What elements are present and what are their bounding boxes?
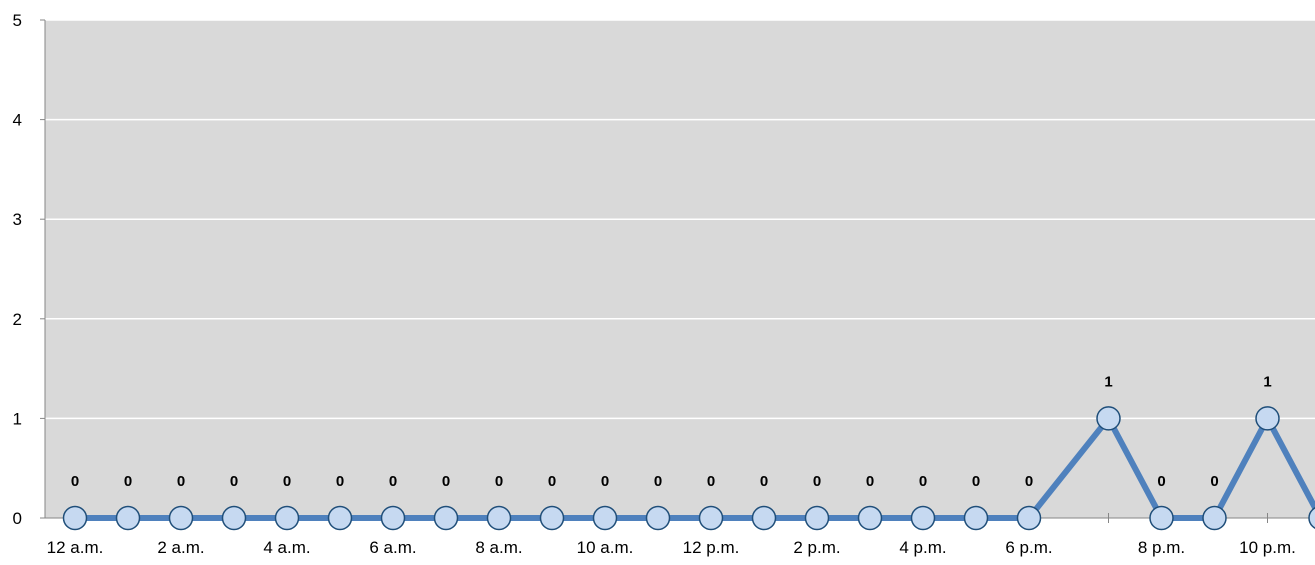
data-point-marker <box>963 505 989 531</box>
data-point-marker <box>1096 406 1121 431</box>
data-label: 0 <box>336 473 344 490</box>
data-label: 0 <box>283 473 291 490</box>
data-label: 0 <box>177 473 185 490</box>
data-point-marker <box>486 505 512 531</box>
data-point-marker <box>433 505 459 531</box>
x-tick-label: 8 a.m. <box>475 538 522 557</box>
y-tick-label: 3 <box>13 210 22 229</box>
data-point-marker <box>380 505 406 531</box>
data-label: 0 <box>813 473 821 490</box>
x-tick-label: 2 p.m. <box>793 538 840 557</box>
x-tick-label: 10 p.m. <box>1239 538 1296 557</box>
data-point-marker <box>751 505 777 531</box>
x-tick-label: 12 p.m. <box>683 538 740 557</box>
data-point-marker <box>1149 505 1174 531</box>
data-label: 0 <box>1157 473 1165 490</box>
y-tick-label: 1 <box>13 409 22 428</box>
data-point-marker <box>274 505 300 531</box>
y-tick-label: 4 <box>13 111 22 130</box>
data-label: 0 <box>654 473 662 490</box>
data-label: 0 <box>707 473 715 490</box>
y-tick-label: 5 <box>13 11 22 30</box>
data-label: 1 <box>1104 373 1112 390</box>
x-tick-label: 2 a.m. <box>157 538 204 557</box>
data-label: 0 <box>548 473 556 490</box>
data-label-layer: 000000000000000000010010 <box>71 373 1272 490</box>
data-point-marker <box>1016 505 1042 531</box>
series-line-segment <box>1105 415 1165 521</box>
series-line-segment <box>1026 415 1112 521</box>
data-label: 0 <box>495 473 503 490</box>
data-label: 0 <box>442 473 450 490</box>
data-label: 0 <box>601 473 609 490</box>
x-tick-label: 4 a.m. <box>263 538 310 557</box>
data-label: 0 <box>919 473 927 490</box>
data-point-marker <box>804 505 830 531</box>
data-label: 0 <box>1210 473 1218 490</box>
data-point-marker <box>1255 406 1280 431</box>
data-point-marker <box>645 505 671 531</box>
data-point-marker <box>910 505 936 531</box>
data-point-marker <box>168 505 194 531</box>
data-point-marker <box>539 505 565 531</box>
data-point-marker <box>1308 507 1315 529</box>
series-line-segment <box>1264 415 1315 515</box>
plot-area <box>45 20 1315 518</box>
data-point-marker <box>698 505 724 531</box>
y-tick-label: 0 <box>13 509 22 528</box>
x-tick-label: 6 a.m. <box>369 538 416 557</box>
y-tick-label: 2 <box>13 310 22 329</box>
data-point-marker <box>1202 505 1227 531</box>
x-tick-label: 10 a.m. <box>577 538 634 557</box>
data-label: 0 <box>124 473 132 490</box>
data-label: 0 <box>1025 473 1033 490</box>
series-line-segment <box>1211 415 1271 521</box>
data-point-marker <box>221 505 247 531</box>
data-label: 0 <box>71 473 79 490</box>
x-tick-label: 8 p.m. <box>1138 538 1185 557</box>
y-axis-tick-labels: 0 1 2 3 4 5 <box>13 11 22 528</box>
x-axis-tick-labels: 12 a.m. 2 a.m. 4 a.m. 6 a.m. 8 a.m. 10 a.m. 12… <box>47 538 1296 557</box>
data-label: 0 <box>866 473 874 490</box>
data-label: 0 <box>972 473 980 490</box>
data-label: 0 <box>389 473 397 490</box>
data-point-marker <box>592 505 618 531</box>
data-point-marker <box>327 505 353 531</box>
data-point-marker <box>857 505 883 531</box>
data-point-marker <box>115 505 141 531</box>
data-label: 1 <box>1263 373 1271 390</box>
data-label: 0 <box>760 473 768 490</box>
x-tick-label: 6 p.m. <box>1005 538 1052 557</box>
marker-layer <box>62 406 1315 531</box>
data-label: 0 <box>230 473 238 490</box>
data-point-marker <box>62 505 88 531</box>
x-tick-label: 4 p.m. <box>899 538 946 557</box>
x-tick-label: 12 a.m. <box>47 538 104 557</box>
